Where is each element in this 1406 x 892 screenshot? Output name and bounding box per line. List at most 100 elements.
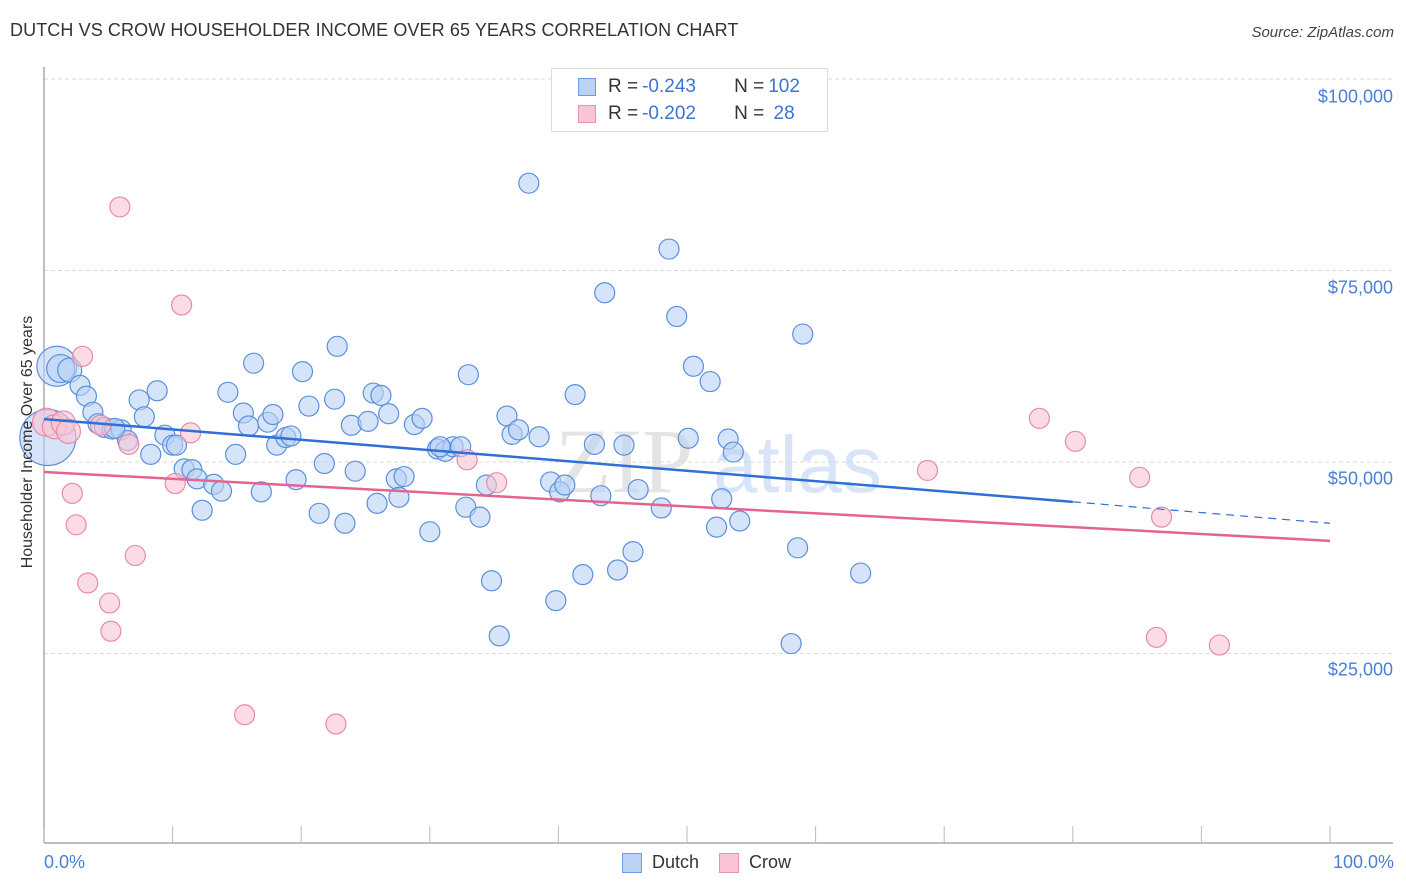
data-point-crow[interactable] (486, 472, 508, 494)
data-point-crow[interactable] (100, 620, 122, 642)
data-point-dutch[interactable] (243, 352, 265, 374)
data-point-dutch[interactable] (217, 381, 239, 403)
data-point-crow[interactable] (1145, 626, 1167, 649)
data-point-crow[interactable] (325, 713, 347, 735)
data-point-dutch[interactable] (370, 384, 392, 406)
data-point-dutch[interactable] (308, 502, 330, 524)
data-point-dutch[interactable] (457, 364, 479, 386)
data-point-dutch[interactable] (682, 355, 705, 377)
data-point-dutch[interactable] (133, 406, 155, 428)
series-legend: Dutch Crow (622, 852, 811, 873)
data-point-dutch[interactable] (850, 562, 872, 584)
data-point-dutch[interactable] (792, 323, 814, 345)
crow-legend-icon (719, 852, 740, 873)
data-point-dutch[interactable] (429, 436, 451, 458)
data-point-dutch[interactable] (528, 426, 550, 448)
data-point-dutch[interactable] (729, 510, 751, 532)
data-point-crow[interactable] (118, 433, 140, 455)
data-point-crow[interactable] (55, 418, 82, 444)
data-point-crow[interactable] (61, 482, 83, 505)
trend-lines (43, 417, 1331, 543)
data-point-dutch[interactable] (622, 541, 644, 563)
data-point-crow[interactable] (164, 472, 186, 495)
data-point-dutch[interactable] (324, 388, 346, 410)
data-point-dutch[interactable] (507, 419, 530, 441)
data-point-dutch[interactable] (378, 403, 400, 425)
data-point-dutch[interactable] (786, 537, 809, 559)
data-point-dutch[interactable] (545, 590, 567, 612)
data-point-dutch[interactable] (250, 481, 272, 503)
data-point-dutch[interactable] (666, 305, 688, 328)
data-point-dutch[interactable] (262, 403, 284, 426)
dutch-trend-extension (1072, 501, 1331, 524)
data-point-crow[interactable] (71, 345, 94, 367)
data-point-dutch[interactable] (291, 361, 314, 383)
legend-label-crow: Crow (749, 852, 792, 872)
data-point-dutch[interactable] (480, 570, 503, 592)
y-tick-50000: $50,000 (1327, 468, 1393, 489)
data-point-dutch[interactable] (146, 380, 168, 402)
crow-points (31, 196, 1231, 735)
data-point-dutch[interactable] (583, 433, 606, 455)
data-point-dutch[interactable] (419, 521, 441, 543)
y-tick-75000: $75,000 (1327, 277, 1393, 298)
data-point-dutch[interactable] (411, 407, 433, 429)
data-point-dutch[interactable] (191, 499, 213, 521)
data-point-dutch[interactable] (298, 395, 320, 417)
data-point-dutch[interactable] (780, 632, 802, 655)
data-point-dutch[interactable] (210, 480, 233, 502)
data-point-dutch[interactable] (658, 238, 680, 260)
data-point-dutch[interactable] (554, 474, 576, 496)
data-point-crow[interactable] (109, 196, 131, 218)
data-point-crow[interactable] (1064, 430, 1086, 452)
data-point-dutch[interactable] (469, 506, 491, 528)
source-label: Source: ZipAtlas.com (1251, 24, 1394, 41)
data-point-dutch[interactable] (393, 465, 415, 488)
data-point-crow[interactable] (124, 544, 146, 567)
data-point-crow[interactable] (1129, 466, 1151, 488)
data-point-dutch[interactable] (699, 370, 721, 393)
data-point-dutch[interactable] (518, 172, 540, 194)
data-point-crow[interactable] (234, 704, 256, 726)
data-point-dutch[interactable] (225, 443, 247, 465)
data-point-dutch[interactable] (366, 492, 388, 514)
data-point-dutch[interactable] (606, 559, 629, 581)
correlation-legend: R = -0.243 N = 102 R = -0.202 N = 28 (551, 68, 828, 132)
crow-trend-line (43, 470, 1331, 543)
data-point-crow[interactable] (1208, 634, 1231, 656)
data-point-crow[interactable] (180, 422, 202, 444)
data-point-dutch[interactable] (488, 625, 510, 647)
data-point-crow[interactable] (916, 459, 939, 482)
data-point-dutch[interactable] (677, 427, 699, 449)
data-point-dutch[interactable] (326, 335, 348, 357)
data-point-dutch[interactable] (334, 512, 356, 534)
data-point-dutch[interactable] (165, 434, 188, 456)
data-point-dutch[interactable] (627, 478, 649, 501)
data-point-dutch[interactable] (357, 410, 379, 433)
n-label: N = (734, 76, 765, 97)
data-point-dutch[interactable] (237, 415, 260, 437)
data-point-crow[interactable] (171, 294, 193, 316)
data-point-dutch[interactable] (313, 452, 335, 475)
legend-item-dutch[interactable]: Dutch (622, 852, 699, 873)
data-point-dutch[interactable] (711, 488, 733, 510)
data-point-dutch[interactable] (650, 497, 672, 519)
data-point-dutch[interactable] (564, 383, 586, 406)
data-point-dutch[interactable] (140, 443, 162, 465)
data-point-dutch[interactable] (280, 425, 302, 447)
legend-row-dutch: R = -0.243 N = 102 (578, 76, 800, 98)
data-point-dutch[interactable] (344, 460, 366, 482)
data-point-crow[interactable] (77, 572, 99, 594)
data-point-crow[interactable] (98, 592, 121, 614)
data-point-dutch[interactable] (594, 282, 616, 304)
data-point-crow[interactable] (1150, 506, 1173, 528)
data-point-dutch[interactable] (572, 564, 594, 586)
data-point-dutch[interactable] (705, 516, 728, 538)
data-point-dutch[interactable] (613, 434, 635, 456)
data-point-crow[interactable] (1028, 407, 1050, 429)
data-point-crow[interactable] (65, 514, 87, 536)
legend-label-dutch: Dutch (652, 852, 700, 872)
legend-item-crow[interactable]: Crow (719, 852, 791, 873)
data-point-dutch[interactable] (722, 441, 744, 463)
